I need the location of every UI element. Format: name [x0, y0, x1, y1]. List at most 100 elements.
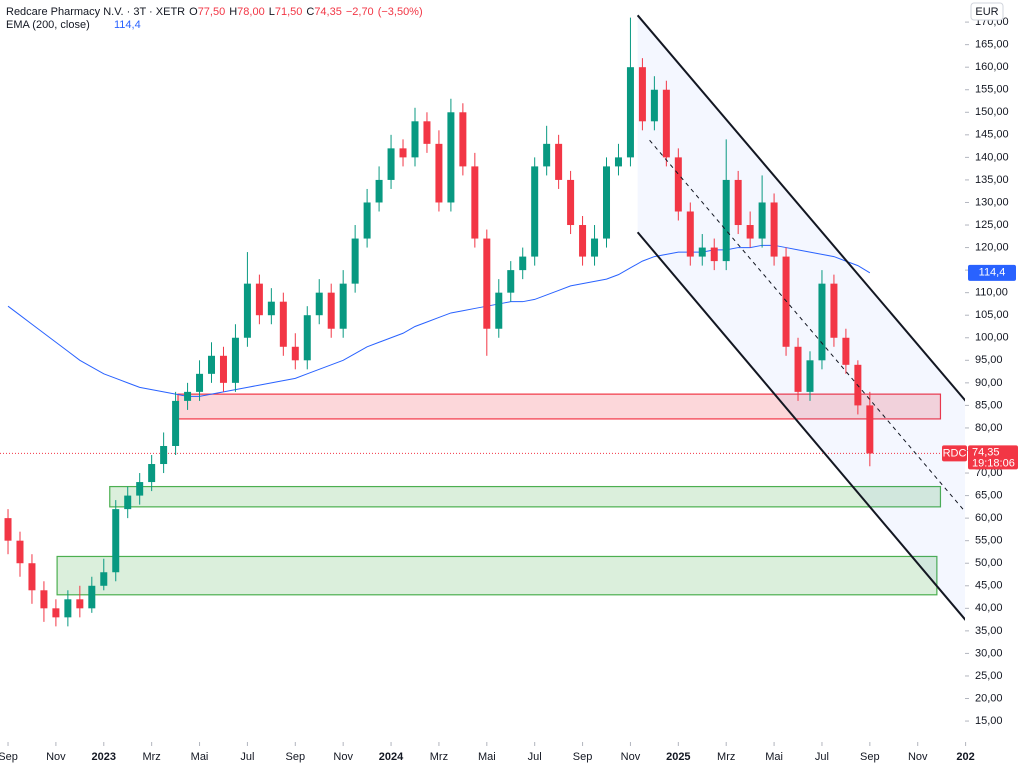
candle-body	[16, 540, 24, 564]
ohlc-key: O	[189, 6, 198, 18]
candle-body	[830, 283, 838, 338]
candle	[231, 324, 239, 392]
currency-box[interactable]	[970, 2, 1004, 21]
y-tick-label: 120,00	[975, 241, 1009, 253]
candle-body	[543, 143, 551, 167]
x-tick-label: Mai	[191, 751, 209, 763]
candle	[267, 288, 275, 325]
candle	[842, 328, 850, 374]
candle	[196, 360, 204, 401]
x-tick-label: Nov	[46, 751, 66, 763]
candle-body	[603, 166, 611, 239]
candle-body	[291, 346, 299, 361]
x-tick-label: 2024	[379, 751, 404, 763]
ema-price-box	[968, 264, 1016, 281]
candle-body	[208, 355, 216, 374]
x-tick-label: Sep	[573, 751, 593, 763]
y-tick-label: 150,00	[975, 106, 1009, 118]
candle-body	[794, 346, 802, 392]
candle	[447, 98, 455, 212]
x-tick-label: Nov	[333, 751, 353, 763]
candle-body	[231, 337, 239, 383]
candle-body	[148, 464, 156, 483]
x-tick-label: Mrz	[430, 751, 448, 763]
candle-body	[375, 179, 383, 203]
candle-body	[184, 391, 192, 401]
candle	[76, 585, 84, 618]
candle-body	[100, 572, 108, 586]
candle-body	[495, 292, 503, 329]
x-tick-label: Nov	[621, 751, 641, 763]
candle-body	[770, 202, 778, 257]
candle	[112, 500, 120, 582]
candle	[411, 107, 419, 167]
candle	[806, 351, 814, 401]
candle-body	[710, 247, 718, 262]
y-tick-label: 140,00	[975, 151, 1009, 163]
y-tick-label: 60,00	[975, 512, 1003, 524]
candle-body	[160, 445, 168, 465]
x-tick-label: 202	[956, 751, 974, 763]
candle	[279, 292, 287, 356]
candle-body	[327, 292, 335, 329]
candle-body	[40, 590, 48, 609]
candle-body	[64, 599, 72, 618]
candle	[746, 211, 754, 248]
x-tick-label: Jul	[528, 751, 542, 763]
y-tick-label: 145,00	[975, 129, 1009, 141]
x-tick-label: Nov	[908, 751, 928, 763]
candle	[423, 112, 431, 153]
candle-body	[722, 179, 730, 262]
candle-body	[674, 157, 682, 212]
candle	[124, 486, 132, 519]
candle-body	[303, 315, 311, 361]
y-tick-label: 30,00	[975, 647, 1003, 659]
candle	[459, 103, 467, 176]
y-tick-label: 65,00	[975, 489, 1003, 501]
candle	[758, 175, 766, 248]
symbol: Redcare Pharmacy N.V. · 3T · XETR	[6, 6, 185, 18]
candle	[567, 170, 575, 235]
candle-body	[88, 585, 96, 609]
candle	[16, 531, 24, 577]
candle-body	[363, 202, 371, 239]
y-tick-label: 165,00	[975, 39, 1009, 51]
y-tick-label: 50,00	[975, 557, 1003, 569]
price-box	[968, 445, 1018, 470]
y-tick-label: 15,00	[975, 715, 1003, 727]
candle-body	[124, 495, 132, 510]
ticker-box	[942, 445, 967, 462]
y-tick-label: 90,00	[975, 377, 1003, 389]
candle	[531, 157, 539, 266]
candle-body	[471, 166, 479, 239]
candle-body	[447, 112, 455, 203]
y-tick-label: 40,00	[975, 602, 1003, 614]
zone	[177, 393, 942, 420]
candle	[662, 80, 670, 167]
y-tick-label: 80,00	[975, 422, 1003, 434]
candle-body	[866, 405, 874, 454]
ohlc-key: L	[269, 6, 275, 18]
y-tick-label: 160,00	[975, 61, 1009, 73]
axes: 15,00 20,00 25,00 30,00 35,00 40,00 45,00 50,00…	[0, 16, 1018, 763]
y-tick-label: 155,00	[975, 84, 1009, 96]
time-axis	[0, 742, 1024, 769]
candle-body	[172, 400, 180, 446]
candle	[64, 590, 72, 627]
legend: Redcare Pharmacy N.V. · 3T · XETR O 77,50…	[6, 6, 423, 31]
candle	[830, 274, 838, 347]
candle	[591, 225, 599, 266]
plot	[0, 14, 967, 627]
y-tick-label: 70,00	[975, 467, 1003, 479]
candle-body	[28, 563, 36, 591]
candle-body	[734, 179, 742, 226]
ohlc-value: 71,50	[275, 6, 303, 18]
candle-body	[423, 121, 431, 144]
price-label: 74,35	[972, 446, 1000, 458]
candle-body	[399, 148, 407, 158]
x-tick-label: Mrz	[717, 751, 735, 763]
x-tick-label: Sep	[286, 751, 306, 763]
candle	[866, 391, 874, 467]
candle	[28, 554, 36, 604]
